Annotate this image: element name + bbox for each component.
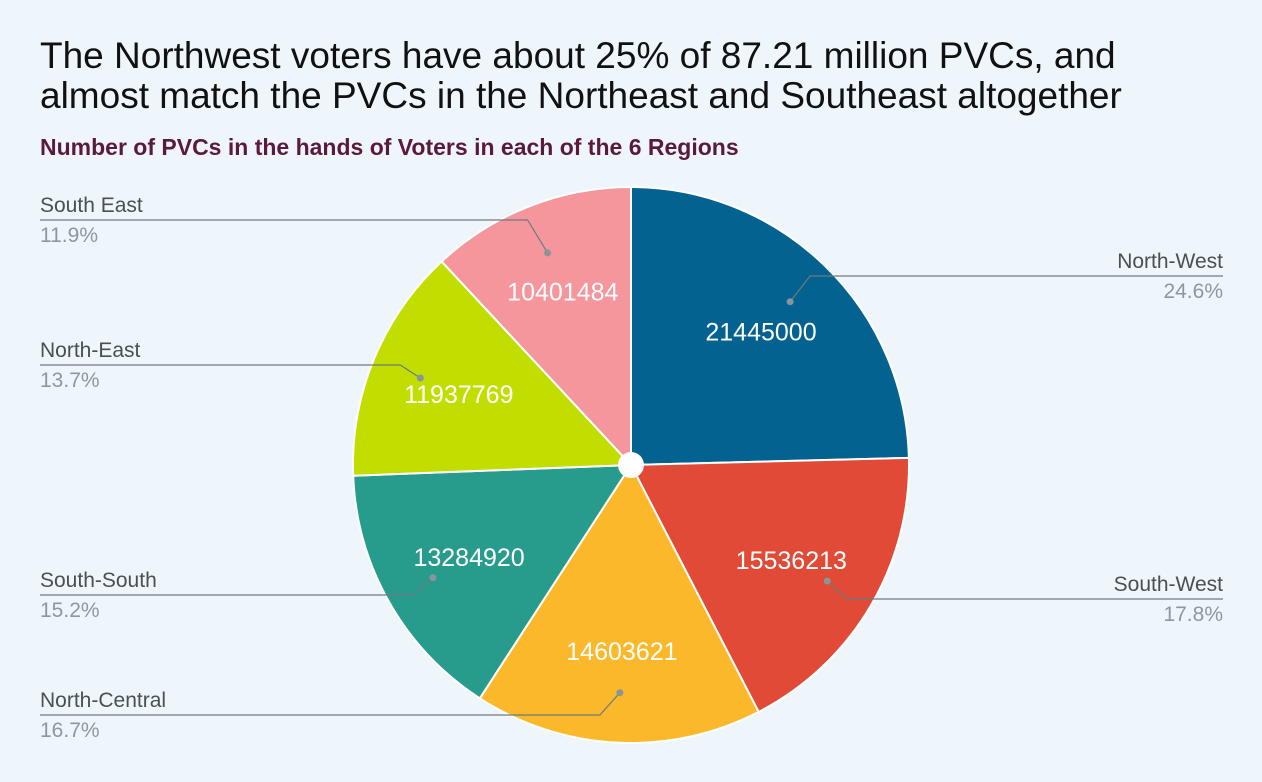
slice-value-label-south-east: 10401484 xyxy=(507,279,618,307)
leader-dot-north-east xyxy=(416,374,424,382)
slice-name-label-south-south: South-South xyxy=(40,569,157,592)
slice-value-label-north-west: 21445000 xyxy=(705,319,816,347)
slice-value-label-south-west: 15536213 xyxy=(736,547,847,575)
slice-name-label-north-west: North-West xyxy=(1117,250,1223,273)
pie-slice-south-west xyxy=(630,456,910,713)
slice-name-label-south-east: South East xyxy=(40,194,143,217)
slice-percent-label-south-south: 15.2% xyxy=(40,599,100,622)
slice-name-label-south-west: South-West xyxy=(1114,573,1223,596)
leader-line-north-west xyxy=(789,275,1223,303)
title-line-2: almost match the PVCs in the Northeast a… xyxy=(40,75,1122,116)
leader-line-north-east xyxy=(40,364,421,379)
pie-center-dot xyxy=(618,452,644,478)
leader-line-south-west xyxy=(826,580,1223,600)
slice-value-label-south-south: 13284920 xyxy=(413,544,524,572)
title-line-1: The Northwest voters have about 25% of 8… xyxy=(40,35,1116,76)
pie-slice-north-west xyxy=(630,186,910,466)
leader-dot-south-east xyxy=(544,249,552,257)
slice-name-label-north-east: North-East xyxy=(40,339,141,362)
slice-name-label-north-central: North-Central xyxy=(40,689,166,712)
leader-line-south-south xyxy=(40,577,434,596)
slice-value-label-north-central: 14603621 xyxy=(566,638,677,666)
leader-dot-north-central xyxy=(616,689,624,697)
slice-percent-label-north-east: 13.7% xyxy=(40,369,100,392)
slice-percent-label-north-central: 16.7% xyxy=(40,719,100,742)
pie-slice-north-central xyxy=(478,464,760,744)
pie-slice-north-east xyxy=(352,260,632,477)
chart-title: The Northwest voters have about 25% of 8… xyxy=(40,36,1240,116)
slice-value-label-north-east: 11937769 xyxy=(404,381,513,409)
leader-dot-north-west xyxy=(786,298,794,306)
leader-line-south-east xyxy=(40,219,549,254)
leader-line-north-central xyxy=(40,692,621,716)
leader-dot-south-west xyxy=(823,577,831,585)
slice-percent-label-south-west: 17.8% xyxy=(1163,603,1223,626)
leader-dot-south-south xyxy=(429,574,437,582)
pie-slice-south-east xyxy=(440,186,632,466)
slice-percent-label-north-west: 24.6% xyxy=(1163,280,1223,303)
chart-subtitle: Number of PVCs in the hands of Voters in… xyxy=(40,134,739,160)
pie-slice-south-south xyxy=(352,464,632,700)
slice-percent-label-south-east: 11.9% xyxy=(40,224,98,247)
